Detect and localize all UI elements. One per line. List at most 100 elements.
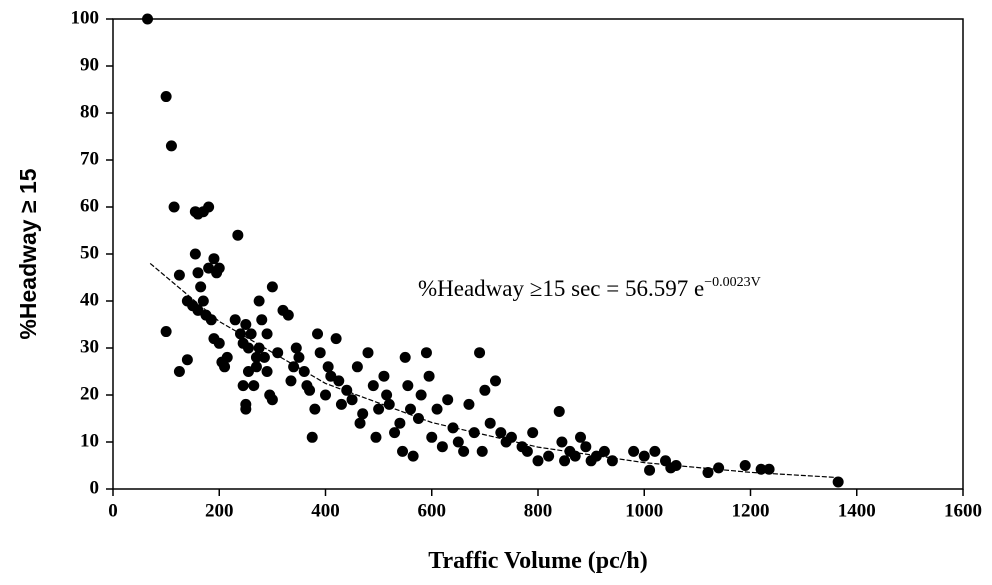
- x-tick-label: 600: [418, 500, 447, 521]
- data-point: [197, 295, 209, 307]
- y-tick-label: 90: [80, 54, 99, 75]
- data-point: [181, 354, 193, 366]
- data-point: [452, 436, 464, 448]
- data-point: [165, 140, 177, 152]
- data-point: [479, 384, 491, 396]
- data-point: [314, 347, 326, 359]
- data-point: [702, 467, 714, 479]
- data-point: [293, 351, 305, 363]
- data-point: [261, 366, 273, 377]
- data-point: [580, 441, 592, 453]
- data-point: [556, 436, 568, 448]
- data-point: [442, 394, 454, 406]
- data-point: [341, 384, 353, 396]
- data-point: [463, 398, 475, 410]
- data-point: [484, 417, 496, 429]
- data-point: [521, 445, 533, 457]
- data-point: [290, 342, 302, 354]
- data-point: [192, 304, 204, 316]
- data-point: [367, 380, 379, 392]
- data-point: [575, 431, 586, 443]
- data-point: [245, 328, 257, 340]
- data-point: [474, 347, 486, 359]
- data-point: [638, 450, 650, 462]
- data-point: [330, 333, 342, 345]
- data-point: [569, 450, 581, 462]
- data-point: [203, 262, 215, 274]
- data-point: [266, 394, 278, 406]
- data-point: [357, 408, 369, 420]
- plot-frame: [112, 18, 964, 490]
- data-point: [713, 462, 725, 474]
- data-point: [298, 366, 310, 377]
- data-point: [373, 403, 385, 415]
- x-tick-label: 1400: [838, 500, 876, 521]
- data-point: [288, 361, 300, 373]
- trend-line: [149, 262, 836, 478]
- data-point: [242, 342, 254, 354]
- equation-exponent: −0.0023V: [704, 275, 761, 290]
- data-point: [476, 445, 488, 457]
- data-point: [237, 380, 249, 392]
- data-point: [240, 403, 252, 415]
- x-tick-label: 200: [205, 500, 234, 521]
- data-point: [272, 347, 284, 359]
- data-point: [532, 455, 544, 467]
- data-point: [397, 445, 409, 457]
- y-tick-label: 50: [80, 242, 99, 263]
- data-point: [346, 394, 358, 406]
- data-point: [383, 398, 395, 410]
- data-point: [242, 366, 254, 377]
- x-tick-label: 1000: [625, 500, 663, 521]
- data-point: [232, 229, 244, 241]
- data-point: [402, 380, 414, 392]
- data-point: [221, 351, 233, 363]
- data-point: [362, 347, 374, 359]
- data-point: [229, 314, 241, 326]
- data-point: [559, 455, 571, 467]
- data-point: [253, 295, 265, 307]
- y-tick-label: 40: [80, 289, 99, 310]
- x-tick-label: 1600: [944, 500, 982, 521]
- y-tick-label: 20: [80, 383, 99, 404]
- x-tick-label: 1200: [732, 500, 770, 521]
- y-tick-label: 0: [90, 477, 100, 498]
- data-point: [258, 351, 270, 363]
- data-point: [322, 361, 334, 373]
- data-point: [389, 427, 401, 439]
- data-point: [436, 441, 448, 453]
- data-point: [203, 201, 215, 213]
- data-point: [354, 417, 366, 429]
- data-point: [628, 445, 640, 457]
- data-point: [261, 328, 273, 340]
- data-point: [394, 417, 406, 429]
- data-point: [378, 370, 390, 382]
- data-point: [423, 370, 435, 382]
- data-point: [213, 337, 225, 349]
- data-point: [266, 281, 278, 293]
- data-point: [168, 201, 180, 213]
- data-point: [644, 464, 656, 476]
- data-point: [213, 262, 225, 274]
- data-point: [253, 342, 265, 354]
- data-point: [490, 375, 501, 387]
- data-point: [755, 463, 767, 475]
- y-axis-label: %Headway ≥ 15: [15, 168, 41, 339]
- equation: %Headway ≥15 sec = 56.597 e−0.0023V: [418, 275, 761, 301]
- data-point: [832, 476, 844, 488]
- y-tick-label: 30: [80, 336, 99, 357]
- data-point: [553, 405, 565, 417]
- data-point: [282, 309, 294, 321]
- x-tick-label: 800: [524, 500, 553, 521]
- data-point: [192, 267, 204, 279]
- data-point: [312, 328, 324, 340]
- data-point: [205, 314, 217, 326]
- data-point: [399, 351, 411, 363]
- equation-text: %Headway ≥15 sec = 56.597 e: [418, 276, 704, 301]
- data-point: [160, 326, 172, 338]
- data-point: [495, 427, 507, 439]
- data-point: [431, 403, 443, 415]
- data-point: [370, 431, 382, 443]
- data-point: [320, 389, 331, 401]
